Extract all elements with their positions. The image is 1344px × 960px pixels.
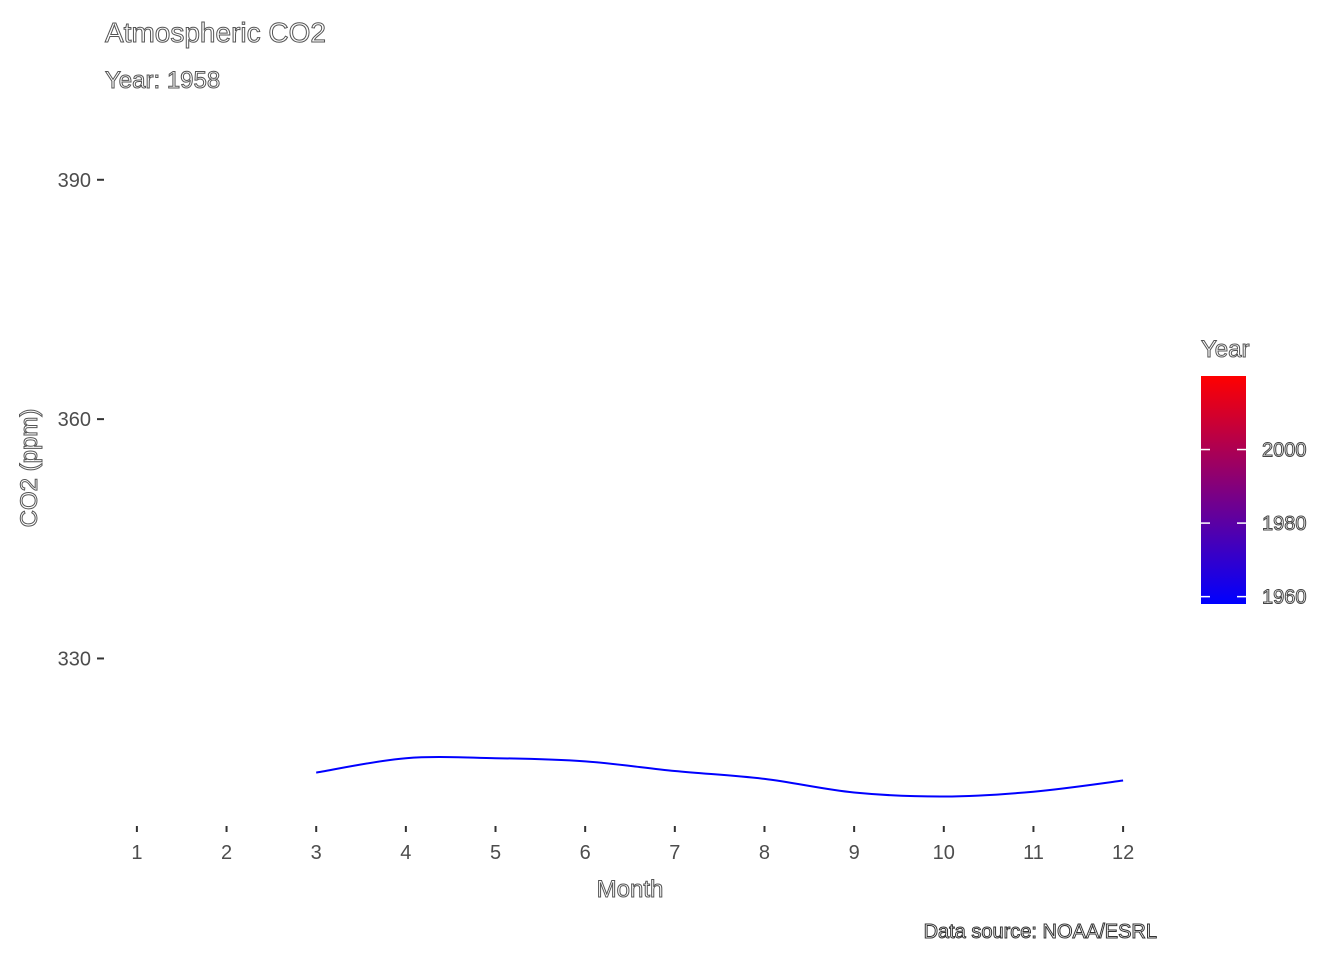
x-tick-label: 8 (759, 842, 770, 864)
x-tick-label: 12 (1112, 842, 1134, 864)
x-tick-label: 7 (669, 842, 680, 864)
legend-tick-label: 2000 (1262, 440, 1307, 462)
co2-series-line (316, 756, 1124, 798)
y-axis: 330 360 390 (58, 170, 104, 670)
series-layer (316, 756, 1124, 798)
chart-subtitle: Year: 1958 (105, 67, 220, 94)
legend-tick-label: 1980 (1262, 513, 1307, 535)
y-axis-title: CO2 (ppm) (16, 409, 43, 528)
x-tick-label: 10 (933, 842, 955, 864)
x-tick-label: 3 (311, 842, 322, 864)
x-tick-label: 2 (221, 842, 232, 864)
y-tick-label: 390 (58, 170, 91, 192)
chart-title: Atmospheric CO2 (105, 17, 326, 48)
chart-caption: Data source: NOAA/ESRL (924, 921, 1157, 943)
x-axis-title: Month (597, 876, 664, 903)
y-tick-label: 330 (58, 648, 91, 670)
x-tick-label: 6 (580, 842, 591, 864)
x-axis: 1 2 3 4 5 6 7 8 9 10 11 12 (131, 826, 1134, 864)
x-tick-label: 1 (131, 842, 142, 864)
legend-tick-label: 1960 (1262, 587, 1307, 609)
year-legend: Year 1960 1980 2000 (1201, 336, 1308, 610)
x-tick-label: 5 (490, 842, 501, 864)
legend-ticks: 1960 1980 2000 (1201, 439, 1307, 609)
x-tick-label: 9 (849, 842, 860, 864)
x-tick-label: 4 (400, 842, 411, 864)
legend-title: Year (1201, 336, 1250, 363)
y-tick-label: 360 (58, 409, 91, 431)
x-tick-label: 11 (1023, 842, 1044, 864)
legend-colorbar (1201, 376, 1246, 604)
